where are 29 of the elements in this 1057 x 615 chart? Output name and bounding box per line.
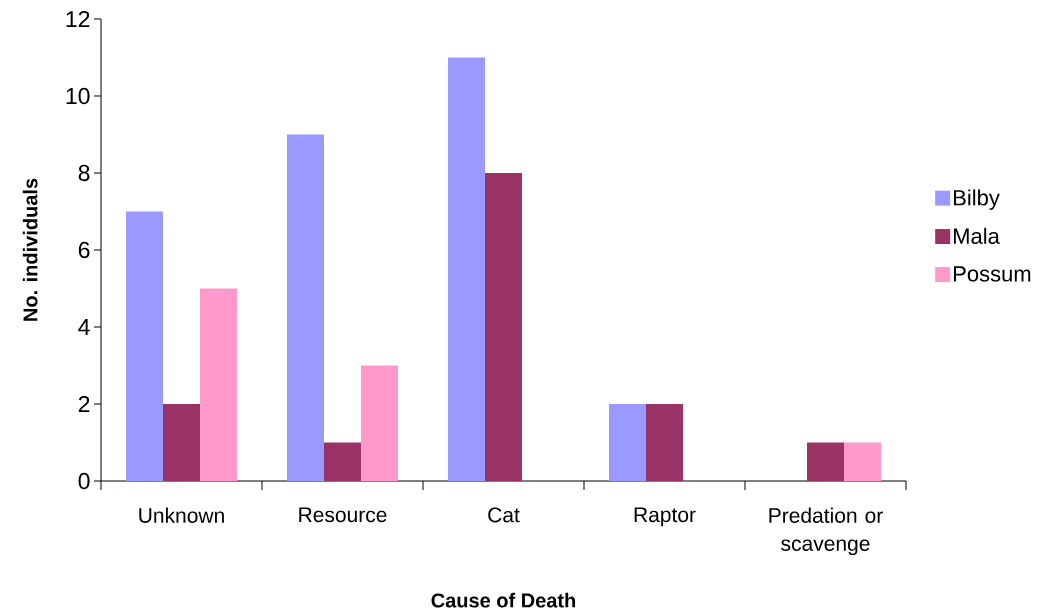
bar xyxy=(126,211,163,481)
bar xyxy=(200,288,237,481)
legend-label: Bilby xyxy=(953,189,1000,210)
x-tick-label: Unknown xyxy=(139,507,224,523)
x-tick-label: Raptor xyxy=(634,507,696,527)
bar xyxy=(807,442,844,481)
y-tick-label: 8 xyxy=(78,164,90,182)
bar xyxy=(448,57,485,481)
x-tick-label: Predation or scavenge xyxy=(769,507,883,556)
bar xyxy=(163,404,200,481)
bar xyxy=(646,404,683,481)
y-tick-label: 4 xyxy=(78,319,90,335)
bar xyxy=(609,404,646,481)
bar xyxy=(485,173,522,481)
bar xyxy=(844,442,881,481)
bar xyxy=(287,134,324,481)
x-axis-title: Cause of Death xyxy=(431,592,576,608)
x-tick-label: Resource xyxy=(299,507,387,523)
y-tick-label: 12 xyxy=(66,10,90,28)
legend-label: Possum xyxy=(953,266,1031,282)
bar xyxy=(361,365,398,481)
bar xyxy=(324,442,361,481)
x-tick-label: Cat xyxy=(488,507,520,523)
y-tick-label: 6 xyxy=(78,241,90,259)
y-axis-title: No. individuals xyxy=(22,178,38,321)
y-tick-label: 2 xyxy=(78,395,90,413)
y-tick-label: 0 xyxy=(78,472,90,490)
y-tick-label: 10 xyxy=(66,87,90,105)
legend-label: Mala xyxy=(953,227,1000,244)
